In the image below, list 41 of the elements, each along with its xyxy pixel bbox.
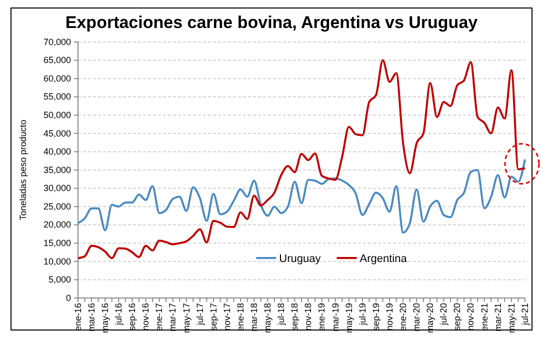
legend-label: Uruguay (279, 253, 322, 265)
x-tick-label: nov-18 (303, 303, 314, 331)
x-tick-label: jul-20 (438, 303, 449, 326)
y-tick-label: 70,000 (43, 36, 71, 47)
line-series (77, 158, 526, 234)
y-tick-label: 30,000 (43, 183, 71, 194)
x-tick-label: may-17 (181, 303, 192, 334)
x-tick-label: nov-19 (384, 303, 394, 331)
y-tick-label: 55,000 (43, 92, 71, 102)
x-tick-label: may-19 (344, 303, 354, 334)
y-tick-label: 50,000 (43, 110, 71, 120)
x-tick-label: nov-16 (140, 303, 151, 331)
y-tick-label: 45,000 (43, 128, 71, 138)
x-tick-label: may-20 (425, 303, 436, 334)
y-tick-label: 65,000 (43, 55, 71, 66)
y-axis-title: Toneladas peso producto (18, 120, 28, 220)
y-tick-label: 60,000 (43, 73, 71, 84)
y-tick-label: 0 (66, 292, 71, 303)
x-tick-label: may-18 (262, 303, 273, 334)
x-tick-label: sep-17 (208, 303, 218, 331)
x-tick-label: nov-20 (466, 303, 476, 331)
x-tick-label: jul-21 (520, 303, 530, 326)
x-tick-label: jul-17 (194, 303, 205, 326)
y-tick-label: 5,000 (48, 274, 71, 285)
x-tick-label: sep-20 (452, 303, 462, 331)
x-tick-label: jul-18 (276, 303, 286, 326)
legend-label: Argentina (360, 253, 408, 265)
x-tick-label: jul-19 (357, 303, 368, 326)
x-tick-label: sep-18 (290, 303, 300, 331)
x-tick-label: may-21 (506, 303, 516, 334)
x-tick-label: sep-19 (370, 303, 381, 331)
x-tick-label: jul-16 (114, 303, 124, 326)
y-tick-label: 40,000 (43, 146, 71, 157)
y-tick-label: 10,000 (43, 256, 71, 266)
y-tick-label: 20,000 (43, 220, 71, 230)
chart-title: Exportaciones carne bovina, Argentina vs Uruguay (65, 13, 478, 32)
y-tick-label: 15,000 (43, 238, 71, 248)
x-tick-label: sep-16 (127, 303, 138, 331)
y-tick-label: 25,000 (43, 201, 71, 212)
y-tick-label: 35,000 (43, 164, 71, 175)
x-tick-label: may-16 (100, 303, 110, 334)
